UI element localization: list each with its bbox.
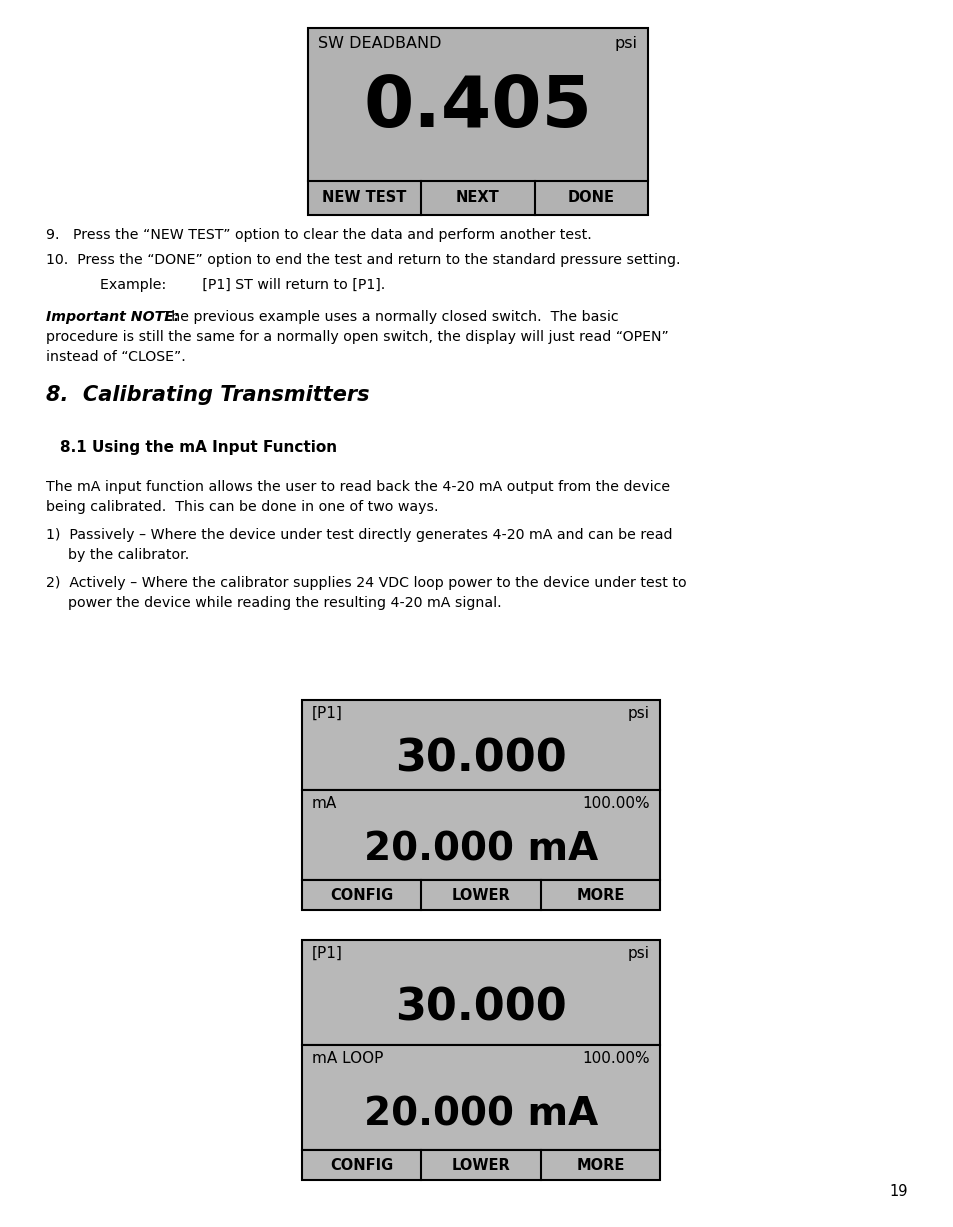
Text: [P1]: [P1] bbox=[312, 946, 342, 961]
Text: 19: 19 bbox=[888, 1184, 907, 1199]
Text: The mA input function allows the user to read back the 4-20 mA output from the d: The mA input function allows the user to… bbox=[46, 480, 669, 494]
Text: psi: psi bbox=[627, 706, 649, 721]
Text: CONFIG: CONFIG bbox=[330, 1157, 393, 1173]
Text: mA: mA bbox=[312, 796, 337, 811]
Text: 100.00%: 100.00% bbox=[581, 796, 649, 811]
Bar bbox=[302, 940, 659, 1045]
Text: by the calibrator.: by the calibrator. bbox=[68, 548, 189, 562]
Text: 20.000 mA: 20.000 mA bbox=[363, 1096, 598, 1134]
Text: mA LOOP: mA LOOP bbox=[312, 1052, 383, 1066]
Text: being calibrated.  This can be done in one of two ways.: being calibrated. This can be done in on… bbox=[46, 499, 438, 514]
Bar bbox=[308, 28, 647, 215]
Text: LOWER: LOWER bbox=[451, 1157, 510, 1173]
Text: Example:        [P1] ST will return to [P1].: Example: [P1] ST will return to [P1]. bbox=[100, 279, 385, 292]
Text: 30.000: 30.000 bbox=[395, 737, 566, 780]
Text: NEW TEST: NEW TEST bbox=[322, 190, 406, 205]
Text: Important NOTE:: Important NOTE: bbox=[46, 310, 179, 324]
Text: 0.405: 0.405 bbox=[363, 74, 592, 142]
Text: procedure is still the same for a normally open switch, the display will just re: procedure is still the same for a normal… bbox=[46, 330, 668, 344]
Text: psi: psi bbox=[627, 946, 649, 961]
Text: 8.1 Using the mA Input Function: 8.1 Using the mA Input Function bbox=[60, 440, 336, 455]
Text: power the device while reading the resulting 4-20 mA signal.: power the device while reading the resul… bbox=[68, 596, 501, 610]
Bar bbox=[302, 699, 659, 790]
Text: DONE: DONE bbox=[567, 190, 614, 205]
Text: 10.  Press the “DONE” option to end the test and return to the standard pressure: 10. Press the “DONE” option to end the t… bbox=[46, 253, 679, 267]
Bar bbox=[302, 1150, 659, 1180]
Text: LOWER: LOWER bbox=[451, 887, 510, 903]
Text: psi: psi bbox=[615, 36, 638, 52]
Text: 20.000 mA: 20.000 mA bbox=[363, 831, 598, 869]
Text: 2)  Actively – Where the calibrator supplies 24 VDC loop power to the device und: 2) Actively – Where the calibrator suppl… bbox=[46, 575, 686, 590]
Text: CONFIG: CONFIG bbox=[330, 887, 393, 903]
Text: The previous example uses a normally closed switch.  The basic: The previous example uses a normally clo… bbox=[158, 310, 618, 324]
Text: 9.   Press the “NEW TEST” option to clear the data and perform another test.: 9. Press the “NEW TEST” option to clear … bbox=[46, 228, 591, 242]
Text: MORE: MORE bbox=[576, 1157, 624, 1173]
Text: MORE: MORE bbox=[576, 887, 624, 903]
Bar bbox=[302, 790, 659, 880]
Text: NEXT: NEXT bbox=[456, 190, 499, 205]
Text: 100.00%: 100.00% bbox=[581, 1052, 649, 1066]
Text: 30.000: 30.000 bbox=[395, 987, 566, 1029]
Text: [P1]: [P1] bbox=[312, 706, 342, 721]
Bar bbox=[302, 880, 659, 910]
Bar bbox=[302, 1045, 659, 1150]
Text: 1)  Passively – Where the device under test directly generates 4-20 mA and can b: 1) Passively – Where the device under te… bbox=[46, 528, 672, 542]
Text: SW DEADBAND: SW DEADBAND bbox=[317, 36, 441, 52]
Text: instead of “CLOSE”.: instead of “CLOSE”. bbox=[46, 350, 186, 364]
Text: 8.  Calibrating Transmitters: 8. Calibrating Transmitters bbox=[46, 385, 369, 405]
